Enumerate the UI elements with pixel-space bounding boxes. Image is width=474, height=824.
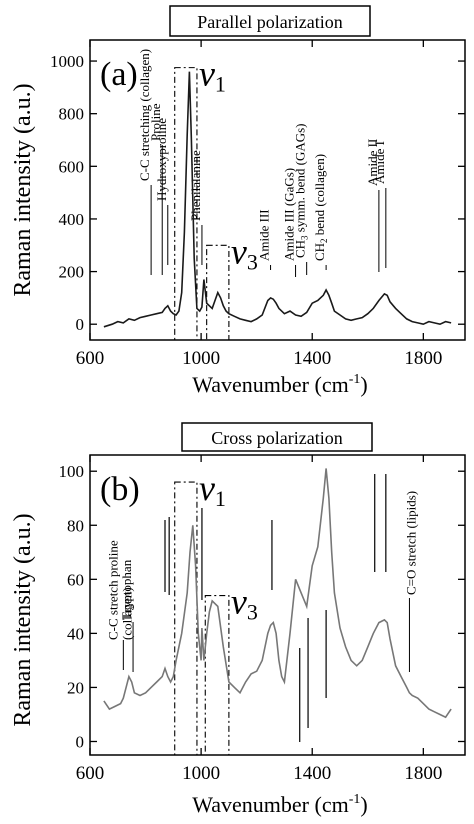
annotation-a-6: CH3 symm. bend (GAGs) xyxy=(293,124,310,259)
title-box-a xyxy=(169,5,371,37)
title-box-b xyxy=(181,422,373,452)
panel-label-b: (b) xyxy=(100,471,140,508)
y-tick-label-a-1: 200 xyxy=(59,263,85,282)
y-axis-label-a: Raman intensity (a.u.) xyxy=(10,83,36,296)
y-tick-label-a-2: 400 xyxy=(59,210,85,229)
annotations-b: C-C stretch proline(collagen)Tryptophan C… xyxy=(105,474,418,742)
bands-b: v1 v3 xyxy=(174,468,258,756)
chart-title-b: Cross polarization xyxy=(211,428,342,448)
annotation-a-8: Amide II xyxy=(365,139,380,186)
y-tick-label-b-1: 20 xyxy=(67,678,84,697)
y-tick-label-b-4: 80 xyxy=(67,516,84,535)
x-tick-label-b-0: 600 xyxy=(76,763,105,784)
ticks-a: 600 1000 1400 1800 0 200 400 600 800 1000 xyxy=(50,40,465,369)
y-tick-label-b-5: 100 xyxy=(59,462,85,481)
y-tick-label-b-0: 0 xyxy=(76,732,85,751)
plot-frame-a xyxy=(89,39,466,341)
annotation-a-0: C-C stretching (collagen) xyxy=(137,49,152,181)
annotations-a: C-C stretching (collagen)ProlineHydroxyp… xyxy=(137,49,387,277)
panel-b: Cross polarization (b) Raman intensity (… xyxy=(10,422,466,817)
band-box-a-1 xyxy=(206,244,230,341)
series-line-b xyxy=(103,468,452,719)
y-tick-label-b-2: 40 xyxy=(67,624,84,643)
y-tick-label-b-3: 60 xyxy=(67,570,84,589)
band-label-b-0: v1 xyxy=(199,468,226,511)
x-axis-label-b: Wavenumber (cm-1) xyxy=(192,792,367,817)
annotation-b-1: (collagen) xyxy=(119,587,134,640)
x-tick-label-a-1: 1000 xyxy=(182,348,220,369)
x-tick-label-b-3: 1800 xyxy=(404,763,442,784)
annotation-a-2: Hydroxyproline xyxy=(154,118,169,201)
annotation-a-3: Phenilalanine xyxy=(188,150,203,221)
chart-title-a: Parallel polarization xyxy=(197,12,342,32)
x-tick-label-a-3: 1800 xyxy=(404,348,442,369)
x-tick-label-a-0: 600 xyxy=(76,348,105,369)
band-box-a-0 xyxy=(174,67,198,341)
annotation-a-5: Amide III (GaGs) xyxy=(282,168,297,261)
bands-a: v1 v3 xyxy=(174,54,258,341)
annotation-b-0: C-C stretch proline xyxy=(105,540,120,640)
band-label-a-0: v1 xyxy=(199,54,226,97)
annotation-b-2: Tryptophan xyxy=(119,559,134,620)
panel-label-a: (a) xyxy=(100,56,138,93)
annotation-a-1: Proline xyxy=(148,103,163,141)
y-tick-label-a-4: 800 xyxy=(59,105,85,124)
annotation-a-4: Amide III xyxy=(257,209,272,261)
annotation-b-3: C=O stretch (lipids) xyxy=(403,491,418,595)
panel-a: Parallel polarization (a) Raman intensit… xyxy=(10,5,466,397)
x-axis-label-a: Wavenumber (cm-1) xyxy=(192,372,367,397)
x-tick-label-b-2: 1400 xyxy=(293,763,331,784)
ticks-b: 600 1000 1400 1800 0 20 40 60 80 100 xyxy=(59,455,465,784)
annotation-a-9: Amide I xyxy=(372,141,387,184)
x-tick-label-b-1: 1000 xyxy=(182,763,220,784)
y-tick-label-a-0: 0 xyxy=(76,315,85,334)
x-tick-label-a-2: 1400 xyxy=(293,348,331,369)
band-box-b-1 xyxy=(204,594,230,756)
band-box-b-0 xyxy=(174,481,198,756)
series-line-a xyxy=(103,71,452,328)
plot-frame-b xyxy=(89,454,466,756)
y-axis-label-b: Raman intensity (a.u.) xyxy=(10,513,36,726)
y-tick-label-a-3: 600 xyxy=(59,157,85,176)
annotation-a-7: CH2 bend (collagen) xyxy=(312,154,329,261)
y-tick-label-a-5: 1000 xyxy=(50,52,84,71)
band-label-a-1: v3 xyxy=(231,231,258,274)
band-label-b-1: v3 xyxy=(231,582,258,625)
